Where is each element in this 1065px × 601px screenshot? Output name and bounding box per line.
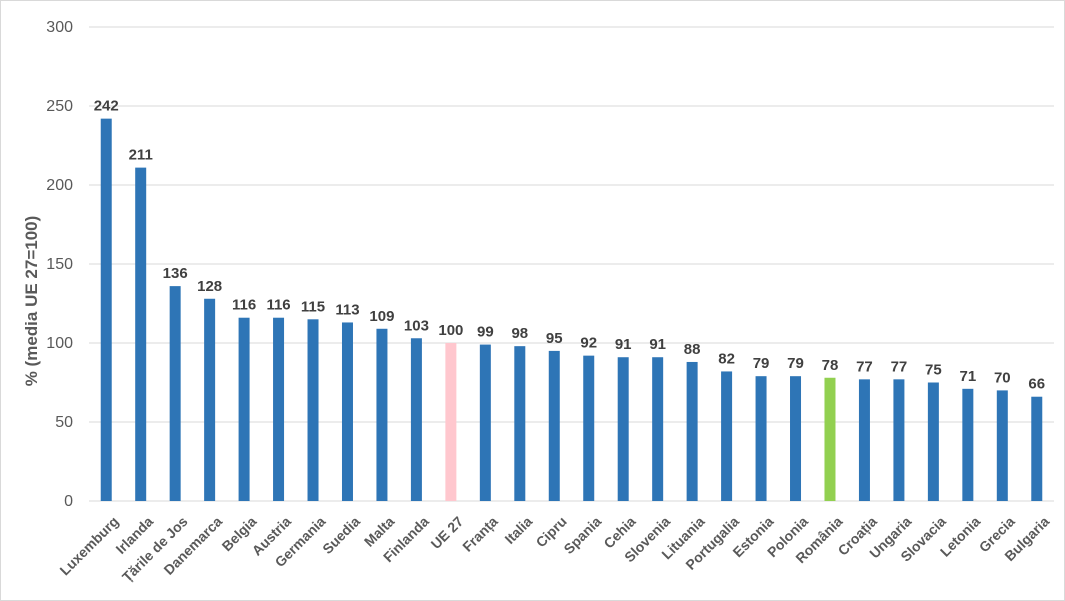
data-label: 79 (753, 355, 770, 372)
bar (307, 319, 319, 501)
bar (824, 377, 836, 501)
bar (169, 286, 181, 501)
bar (238, 317, 250, 501)
bar (341, 322, 353, 501)
y-tick-label: 250 (46, 98, 73, 115)
data-label: 77 (891, 358, 908, 375)
bar (996, 390, 1008, 501)
data-label: 78 (822, 357, 839, 374)
bars (100, 118, 1043, 501)
bar (100, 118, 112, 501)
y-tick-label: 0 (64, 493, 73, 510)
bar (135, 167, 147, 501)
bar (410, 338, 422, 501)
gridlines (89, 26, 1054, 502)
bar (548, 350, 560, 501)
bar (376, 328, 388, 501)
bar (686, 361, 698, 501)
x-tick-label: Suedia (319, 513, 363, 557)
x-tick-label: Italia (501, 513, 535, 547)
x-tick-label: Spania (560, 513, 604, 557)
data-label: 242 (94, 98, 119, 115)
data-label: 82 (718, 350, 735, 367)
bar (514, 346, 526, 501)
bar (1031, 396, 1043, 501)
data-labels: 242 211 136 128 116 116 115 113 109 103 100 99 98 95 9… (94, 98, 1045, 393)
data-label: 211 (129, 147, 153, 164)
data-label: 109 (369, 308, 394, 325)
data-label: 70 (994, 369, 1011, 386)
y-tick-label: 50 (55, 414, 73, 431)
data-label: 103 (404, 317, 429, 334)
data-label: 92 (580, 335, 597, 352)
bar (617, 357, 629, 501)
y-axis-ticks: 0 50 100 150 200 250 300 (46, 19, 73, 510)
bar (927, 382, 939, 501)
data-label: 98 (511, 325, 528, 342)
data-label: 116 (266, 297, 290, 314)
bar (479, 344, 491, 501)
data-label: 136 (163, 265, 188, 282)
bar (583, 355, 595, 501)
x-tick-label: Franța (459, 513, 501, 555)
data-label: 115 (301, 298, 325, 315)
data-label: 99 (477, 324, 494, 341)
data-label: 79 (787, 355, 804, 372)
y-tick-label: 150 (46, 256, 73, 273)
bar (790, 376, 802, 501)
y-tick-label: 200 (46, 177, 73, 194)
data-label: 113 (335, 301, 359, 318)
data-label: 91 (649, 336, 666, 353)
data-label: 71 (959, 368, 976, 385)
data-label: 116 (232, 297, 256, 314)
y-tick-label: 300 (46, 19, 73, 36)
data-label: 77 (856, 358, 873, 375)
data-label: 100 (438, 322, 463, 339)
data-label: 88 (684, 341, 701, 358)
data-label: 128 (197, 278, 222, 295)
bar (962, 388, 974, 501)
bar (445, 343, 457, 501)
bar (721, 371, 733, 501)
y-axis-title: % (media UE 27=100) (22, 216, 41, 387)
data-label: 66 (1028, 376, 1045, 393)
data-label: 95 (546, 330, 563, 347)
bar (273, 317, 285, 501)
data-label: 91 (615, 336, 632, 353)
data-label: 75 (925, 362, 942, 379)
y-tick-label: 100 (46, 335, 73, 352)
bar (858, 379, 870, 501)
bar (893, 379, 905, 501)
bar (204, 298, 216, 501)
bar (755, 376, 767, 501)
bar (652, 357, 664, 501)
